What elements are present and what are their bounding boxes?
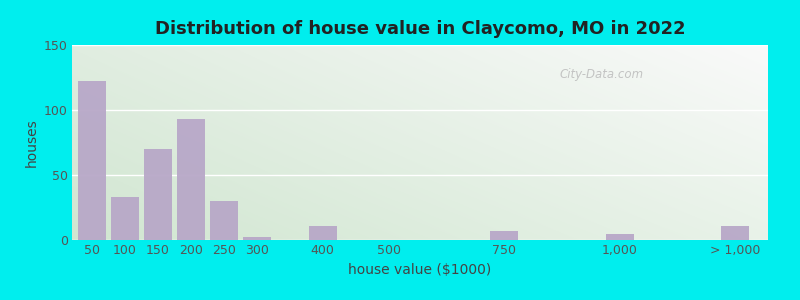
Bar xyxy=(144,149,172,240)
Bar xyxy=(242,237,270,240)
Bar xyxy=(606,233,634,240)
Title: Distribution of house value in Claycomo, MO in 2022: Distribution of house value in Claycomo,… xyxy=(154,20,686,38)
Bar xyxy=(110,197,138,240)
Bar xyxy=(210,201,238,240)
Bar xyxy=(721,226,749,240)
Bar xyxy=(78,81,106,240)
Bar xyxy=(177,119,205,240)
X-axis label: house value ($1000): house value ($1000) xyxy=(348,263,492,277)
Y-axis label: houses: houses xyxy=(25,118,38,167)
Bar xyxy=(309,226,337,240)
Bar xyxy=(490,231,518,240)
Text: City-Data.com: City-Data.com xyxy=(559,68,643,81)
